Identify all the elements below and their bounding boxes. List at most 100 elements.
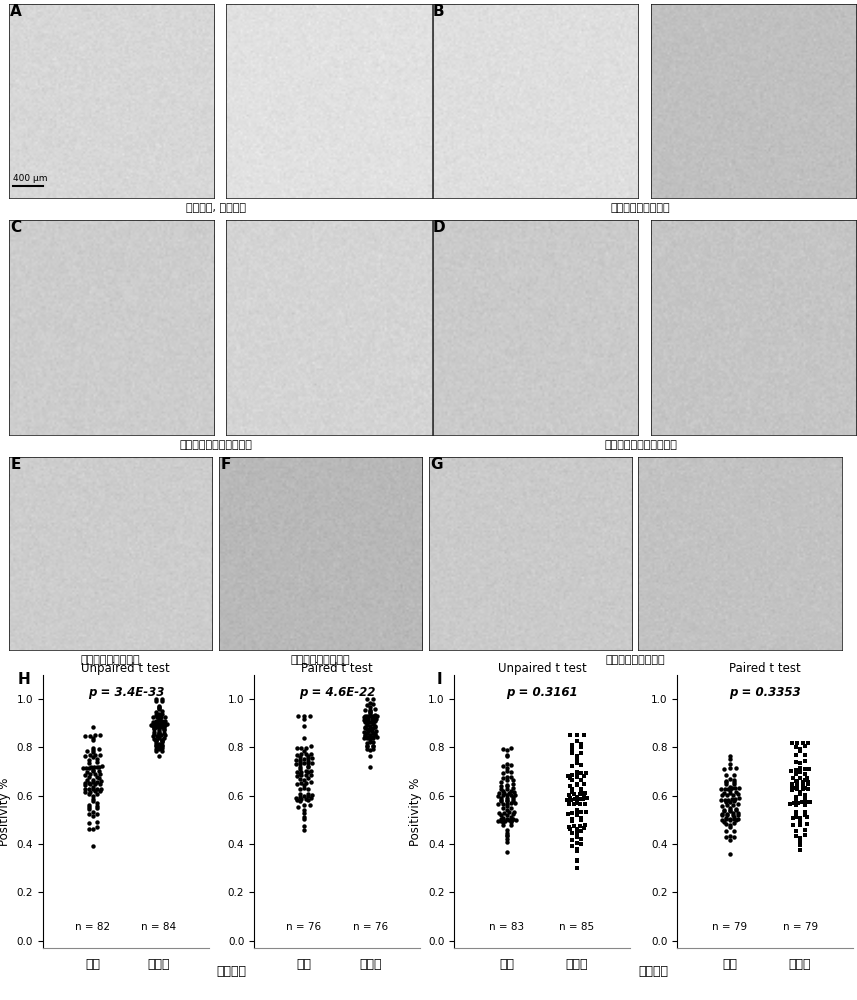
Point (783, 796, 797, 812)
Point (304, 774, 318, 790)
Point (290, 747, 303, 763)
Point (155, 693, 169, 709)
Point (363, 705, 377, 721)
Point (153, 699, 166, 715)
Point (566, 811, 579, 827)
Point (297, 743, 310, 759)
Point (363, 729, 377, 745)
Point (570, 852, 584, 868)
Point (154, 713, 168, 729)
Point (787, 817, 800, 833)
Point (794, 742, 807, 758)
Point (570, 776, 584, 792)
Point (93, 776, 106, 792)
Point (303, 708, 316, 724)
Point (297, 802, 310, 818)
Text: n = 84: n = 84 (141, 922, 177, 932)
Point (572, 796, 586, 812)
Point (716, 803, 730, 819)
Point (369, 727, 382, 743)
Point (155, 743, 169, 759)
Point (716, 814, 730, 830)
Point (303, 797, 316, 813)
Text: n = 76: n = 76 (352, 922, 387, 932)
Point (500, 792, 513, 808)
Point (90, 798, 104, 814)
Point (500, 822, 513, 838)
Point (728, 791, 742, 807)
Point (570, 821, 584, 837)
Point (153, 708, 166, 724)
Point (297, 772, 310, 788)
Point (788, 823, 802, 839)
Point (723, 819, 737, 835)
Point (788, 739, 802, 755)
Point (495, 741, 509, 757)
Point (293, 793, 307, 809)
Point (731, 786, 745, 802)
Point (794, 830, 807, 846)
Point (562, 787, 576, 803)
Point (87, 759, 101, 775)
Point (81, 775, 95, 791)
Point (570, 777, 584, 793)
Point (86, 821, 99, 837)
Point (149, 707, 163, 723)
Point (81, 821, 95, 837)
Point (362, 723, 375, 739)
Point (155, 713, 169, 729)
Point (726, 807, 740, 823)
Point (360, 708, 374, 724)
Point (506, 789, 520, 805)
Point (153, 736, 166, 752)
Point (363, 708, 377, 724)
Point (500, 748, 513, 764)
Point (716, 806, 729, 822)
Point (357, 712, 371, 728)
Point (153, 716, 167, 732)
Point (155, 732, 169, 748)
Point (504, 817, 518, 833)
Point (500, 831, 513, 847)
Point (506, 811, 520, 827)
Point (788, 766, 802, 782)
Point (506, 793, 520, 809)
Point (150, 728, 164, 744)
Point (149, 741, 163, 757)
Point (716, 787, 729, 803)
Point (494, 811, 507, 827)
Point (798, 780, 812, 796)
Point (93, 747, 106, 763)
Point (360, 717, 374, 733)
Point (157, 730, 171, 746)
Point (500, 827, 513, 843)
Point (86, 749, 99, 765)
Point (495, 765, 509, 781)
Point (93, 773, 107, 789)
Point (570, 764, 584, 780)
Point (492, 788, 506, 804)
Point (495, 758, 509, 774)
Text: n = 79: n = 79 (712, 922, 747, 932)
Point (155, 734, 169, 750)
Point (731, 805, 745, 821)
Point (495, 787, 509, 803)
Text: 结肠癌基质，低表达: 结肠癌基质，低表达 (81, 655, 140, 665)
Point (795, 794, 809, 810)
Point (732, 811, 746, 827)
Point (293, 752, 307, 768)
Title: Unpaired t test: Unpaired t test (498, 662, 586, 675)
Point (723, 811, 737, 827)
Point (726, 797, 740, 813)
Point (81, 755, 95, 771)
Point (153, 723, 166, 739)
Point (716, 761, 730, 777)
Point (788, 828, 802, 844)
Point (500, 778, 513, 794)
Point (153, 701, 166, 717)
Point (785, 778, 799, 794)
Point (570, 755, 584, 771)
Point (304, 738, 318, 754)
Point (153, 726, 166, 742)
Point (723, 794, 737, 810)
